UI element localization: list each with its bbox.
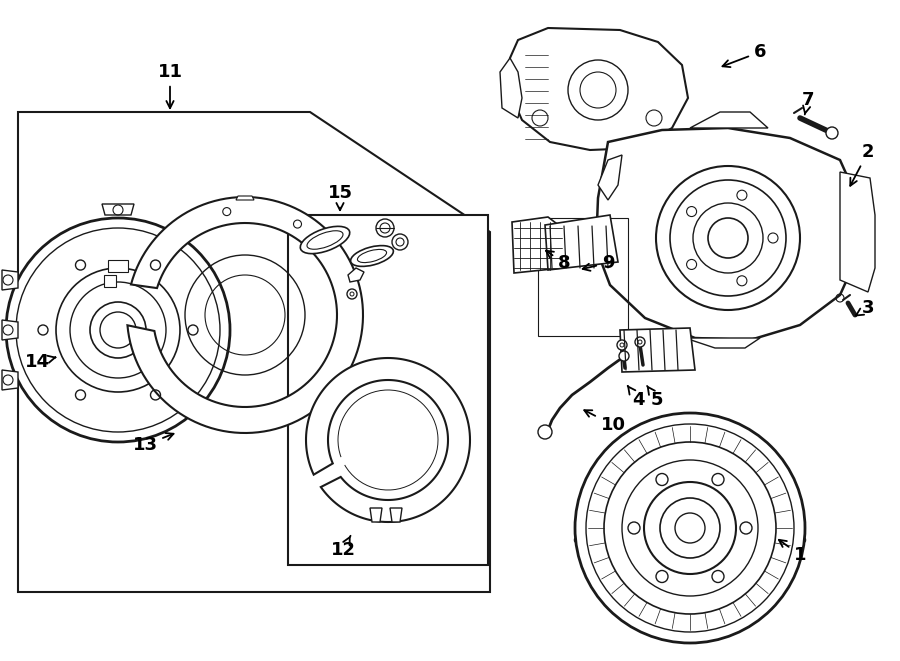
Circle shape — [619, 351, 629, 361]
Polygon shape — [102, 204, 134, 215]
Bar — [538, 218, 628, 336]
Circle shape — [635, 337, 645, 347]
Text: 5: 5 — [647, 386, 663, 409]
Bar — [108, 260, 128, 272]
Text: 14: 14 — [24, 353, 56, 371]
Polygon shape — [598, 155, 622, 200]
Polygon shape — [2, 270, 18, 290]
Ellipse shape — [575, 524, 805, 556]
Text: 4: 4 — [627, 386, 644, 409]
Polygon shape — [390, 508, 402, 522]
Circle shape — [617, 340, 627, 350]
Circle shape — [644, 482, 736, 574]
Text: 1: 1 — [778, 540, 806, 564]
Text: 15: 15 — [328, 184, 353, 210]
Polygon shape — [596, 128, 858, 340]
Bar — [104, 275, 116, 287]
Circle shape — [392, 234, 408, 250]
Text: 3: 3 — [856, 299, 874, 317]
Polygon shape — [2, 320, 18, 340]
Polygon shape — [348, 268, 364, 282]
Polygon shape — [508, 28, 688, 150]
Polygon shape — [685, 338, 760, 348]
Text: 10: 10 — [584, 410, 626, 434]
Polygon shape — [545, 215, 618, 270]
Text: 13: 13 — [132, 433, 174, 454]
Polygon shape — [306, 358, 470, 522]
Polygon shape — [2, 370, 18, 390]
Polygon shape — [500, 58, 522, 118]
Polygon shape — [512, 217, 565, 273]
Circle shape — [538, 425, 552, 439]
Circle shape — [826, 127, 838, 139]
Circle shape — [347, 289, 357, 299]
Ellipse shape — [351, 246, 393, 266]
Text: 12: 12 — [330, 536, 356, 559]
Polygon shape — [620, 328, 695, 372]
Polygon shape — [690, 112, 768, 128]
Polygon shape — [236, 196, 254, 200]
Text: 2: 2 — [850, 143, 874, 186]
Text: 11: 11 — [158, 63, 183, 108]
Text: 9: 9 — [582, 254, 614, 272]
Polygon shape — [840, 172, 875, 292]
Text: 8: 8 — [546, 251, 571, 272]
Circle shape — [376, 219, 394, 237]
Polygon shape — [370, 508, 382, 522]
Ellipse shape — [301, 226, 350, 254]
Circle shape — [6, 218, 230, 442]
Bar — [288, 215, 488, 565]
Text: 6: 6 — [723, 43, 766, 67]
Polygon shape — [128, 197, 363, 433]
Circle shape — [575, 413, 805, 643]
Text: 7: 7 — [802, 91, 814, 114]
